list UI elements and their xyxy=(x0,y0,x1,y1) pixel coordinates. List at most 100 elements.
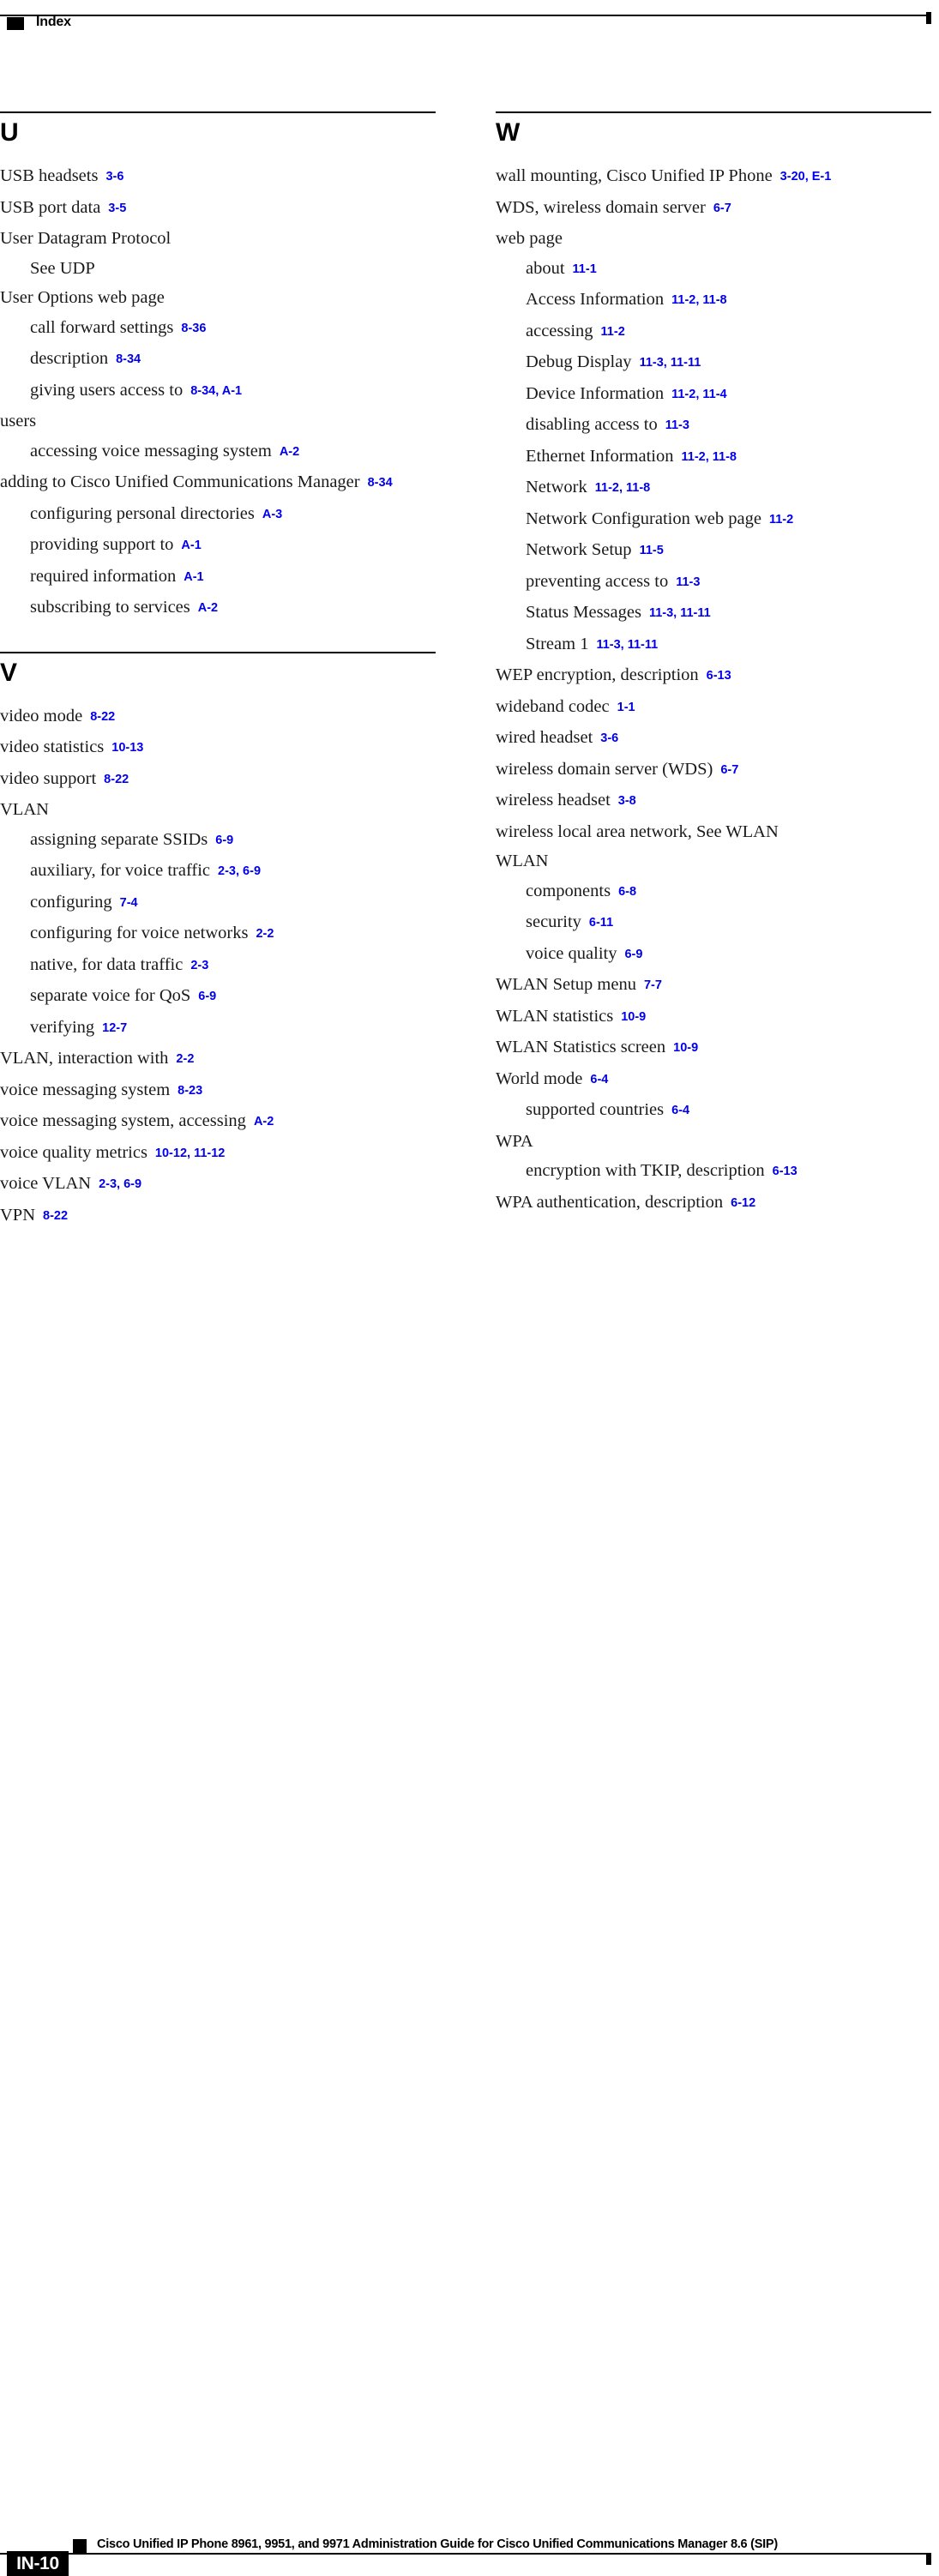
index-page-reference-link[interactable]: 12-7 xyxy=(102,1020,128,1035)
index-page-reference-link[interactable]: 2-2 xyxy=(176,1052,195,1066)
index-page-reference-link[interactable]: 11-5 xyxy=(639,544,664,557)
index-entry[interactable]: WPA authentication, description 6-12 xyxy=(496,1193,933,1214)
index-page-reference-link[interactable]: 11-2, 11-8 xyxy=(594,481,651,495)
index-entry[interactable]: security 6-11 xyxy=(496,912,933,934)
index-entry[interactable]: required information A-1 xyxy=(0,567,437,588)
index-entry[interactable]: video mode 8-22 xyxy=(0,707,437,728)
index-page-reference-link[interactable]: 2-3, 6-9 xyxy=(99,1177,142,1191)
index-page-reference-link[interactable]: 8-34, A-1 xyxy=(190,383,243,398)
index-page-reference-link[interactable]: 1-1 xyxy=(617,700,635,714)
index-page-reference-link[interactable]: 6-13 xyxy=(706,669,731,683)
index-entry[interactable]: wall mounting, Cisco Unified IP Phone 3-2… xyxy=(496,166,933,188)
index-page-reference-link[interactable]: 8-36 xyxy=(181,321,207,335)
index-page-reference-link[interactable]: 7-7 xyxy=(643,978,662,992)
index-entry[interactable]: voice messaging system 8-23 xyxy=(0,1080,437,1102)
index-page-reference-link[interactable]: 8-22 xyxy=(90,709,116,724)
index-page-reference-link[interactable]: 6-4 xyxy=(671,1104,690,1117)
index-entry[interactable]: supported countries 6-4 xyxy=(496,1100,933,1122)
index-entry[interactable]: USB headsets 3-6 xyxy=(0,166,437,188)
index-entry[interactable]: giving users access to 8-34, A-1 xyxy=(0,381,437,402)
index-entry[interactable]: Access Information 11-2, 11-8 xyxy=(496,290,933,311)
index-page-reference-link[interactable]: 10-9 xyxy=(673,1041,699,1055)
index-entry[interactable]: adding to Cisco Unified Communications M… xyxy=(0,472,437,494)
index-page-reference-link[interactable]: A-2 xyxy=(197,601,219,615)
index-page-reference-link[interactable]: 11-2, 11-8 xyxy=(671,293,727,307)
index-page-reference-link[interactable]: 6-11 xyxy=(588,916,614,930)
index-page-reference-link[interactable]: 11-3, 11-11 xyxy=(596,637,659,652)
index-page-reference-link[interactable]: 6-8 xyxy=(618,884,637,899)
index-entry[interactable]: WLAN statistics 10-9 xyxy=(496,1007,933,1028)
index-page-reference-link[interactable]: 6-4 xyxy=(590,1072,609,1086)
index-entry[interactable]: about 11-1 xyxy=(496,259,933,280)
index-page-reference-link[interactable]: 6-12 xyxy=(731,1195,756,1210)
index-page-reference-link[interactable]: 10-12, 11-12 xyxy=(154,1146,226,1160)
index-entry[interactable]: description 8-34 xyxy=(0,349,437,370)
index-entry[interactable]: accessing 11-2 xyxy=(496,322,933,343)
index-entry[interactable]: accessing voice messaging system A-2 xyxy=(0,442,437,463)
index-entry[interactable]: wideband codec 1-1 xyxy=(496,697,933,719)
index-entry[interactable]: verifying 12-7 xyxy=(0,1018,437,1039)
index-entry[interactable]: disabling access to 11-3 xyxy=(496,415,933,436)
index-page-reference-link[interactable]: A-2 xyxy=(279,444,300,459)
index-page-reference-link[interactable]: 6-7 xyxy=(713,201,731,215)
index-entry[interactable]: auxiliary, for voice traffic 2-3, 6-9 xyxy=(0,861,437,882)
index-page-reference-link[interactable]: A-1 xyxy=(184,569,204,584)
index-page-reference-link[interactable]: 11-2 xyxy=(768,512,794,527)
index-entry[interactable]: Network Setup 11-5 xyxy=(496,540,933,562)
index-page-reference-link[interactable]: 2-3 xyxy=(190,958,209,972)
index-entry[interactable]: wired headset 3-6 xyxy=(496,728,933,749)
index-page-reference-link[interactable]: 11-3, 11-11 xyxy=(648,606,711,620)
index-page-reference-link[interactable]: 11-3, 11-11 xyxy=(639,356,701,370)
index-entry[interactable]: voice quality 6-9 xyxy=(496,944,933,966)
index-entry[interactable]: voice messaging system, accessing A-2 xyxy=(0,1111,437,1133)
index-page-reference-link[interactable]: A-2 xyxy=(253,1115,274,1129)
index-entry[interactable]: Network 11-2, 11-8 xyxy=(496,478,933,499)
index-entry[interactable]: configuring for voice networks 2-2 xyxy=(0,924,437,945)
index-entry[interactable]: USB port data 3-5 xyxy=(0,198,437,220)
index-page-reference-link[interactable]: 2-3, 6-9 xyxy=(218,864,262,878)
index-page-reference-link[interactable]: 3-6 xyxy=(600,731,619,745)
index-entry[interactable]: voice VLAN 2-3, 6-9 xyxy=(0,1174,437,1195)
index-entry[interactable]: WLAN Statistics screen 10-9 xyxy=(496,1038,933,1059)
index-entry[interactable]: components 6-8 xyxy=(496,882,933,903)
index-page-reference-link[interactable]: 8-34 xyxy=(116,352,141,366)
index-page-reference-link[interactable]: 11-3 xyxy=(676,575,701,589)
index-page-reference-link[interactable]: 6-13 xyxy=(772,1165,798,1178)
index-entry[interactable]: providing support to A-1 xyxy=(0,535,437,557)
index-page-reference-link[interactable]: 8-23 xyxy=(178,1083,203,1098)
index-entry[interactable]: Network Configuration web page 11-2 xyxy=(496,509,933,531)
index-entry[interactable]: subscribing to services A-2 xyxy=(0,598,437,619)
index-entry[interactable]: wireless domain server (WDS) 6-7 xyxy=(496,760,933,781)
index-entry[interactable]: Ethernet Information 11-2, 11-8 xyxy=(496,447,933,468)
index-entry[interactable]: video statistics 10-13 xyxy=(0,737,437,759)
index-page-reference-link[interactable]: 3-8 xyxy=(617,794,636,808)
index-entry[interactable]: Status Messages 11-3, 11-11 xyxy=(496,603,933,624)
index-page-reference-link[interactable]: 11-2, 11-4 xyxy=(671,387,727,401)
index-page-reference-link[interactable]: 6-9 xyxy=(624,947,643,961)
index-page-reference-link[interactable]: 6-7 xyxy=(720,762,739,777)
index-entry[interactable]: Debug Display 11-3, 11-11 xyxy=(496,352,933,374)
index-page-reference-link[interactable]: 10-13 xyxy=(111,741,144,755)
index-entry[interactable]: WDS, wireless domain server 6-7 xyxy=(496,198,933,220)
index-page-reference-link[interactable]: 6-9 xyxy=(198,990,217,1003)
index-entry[interactable]: assigning separate SSIDs 6-9 xyxy=(0,830,437,852)
index-entry[interactable]: WLAN Setup menu 7-7 xyxy=(496,975,933,996)
index-page-reference-link[interactable]: 11-3 xyxy=(665,418,689,432)
index-page-reference-link[interactable]: 2-2 xyxy=(256,927,274,941)
index-page-reference-link[interactable]: 11-2 xyxy=(600,324,625,339)
index-entry[interactable]: WEP encryption, description 6-13 xyxy=(496,665,933,687)
index-page-reference-link[interactable]: 7-4 xyxy=(119,895,138,910)
index-page-reference-link[interactable]: 3-5 xyxy=(108,201,127,215)
index-page-reference-link[interactable]: 6-9 xyxy=(215,833,234,847)
index-page-reference-link[interactable]: 10-9 xyxy=(621,1009,647,1024)
index-entry[interactable]: VPN 8-22 xyxy=(0,1206,437,1227)
index-entry[interactable]: wireless headset 3-8 xyxy=(496,791,933,812)
index-entry[interactable]: World mode 6-4 xyxy=(496,1069,933,1091)
index-entry[interactable]: separate voice for QoS 6-9 xyxy=(0,986,437,1008)
index-page-reference-link[interactable]: A-1 xyxy=(181,539,202,552)
index-page-reference-link[interactable]: 11-2, 11-8 xyxy=(681,449,737,464)
index-entry[interactable]: preventing access to 11-3 xyxy=(496,572,933,593)
index-page-reference-link[interactable]: 8-34 xyxy=(367,476,393,490)
index-page-reference-link[interactable]: 8-22 xyxy=(104,772,129,786)
index-entry[interactable]: encryption with TKIP, description 6-13 xyxy=(496,1161,933,1183)
